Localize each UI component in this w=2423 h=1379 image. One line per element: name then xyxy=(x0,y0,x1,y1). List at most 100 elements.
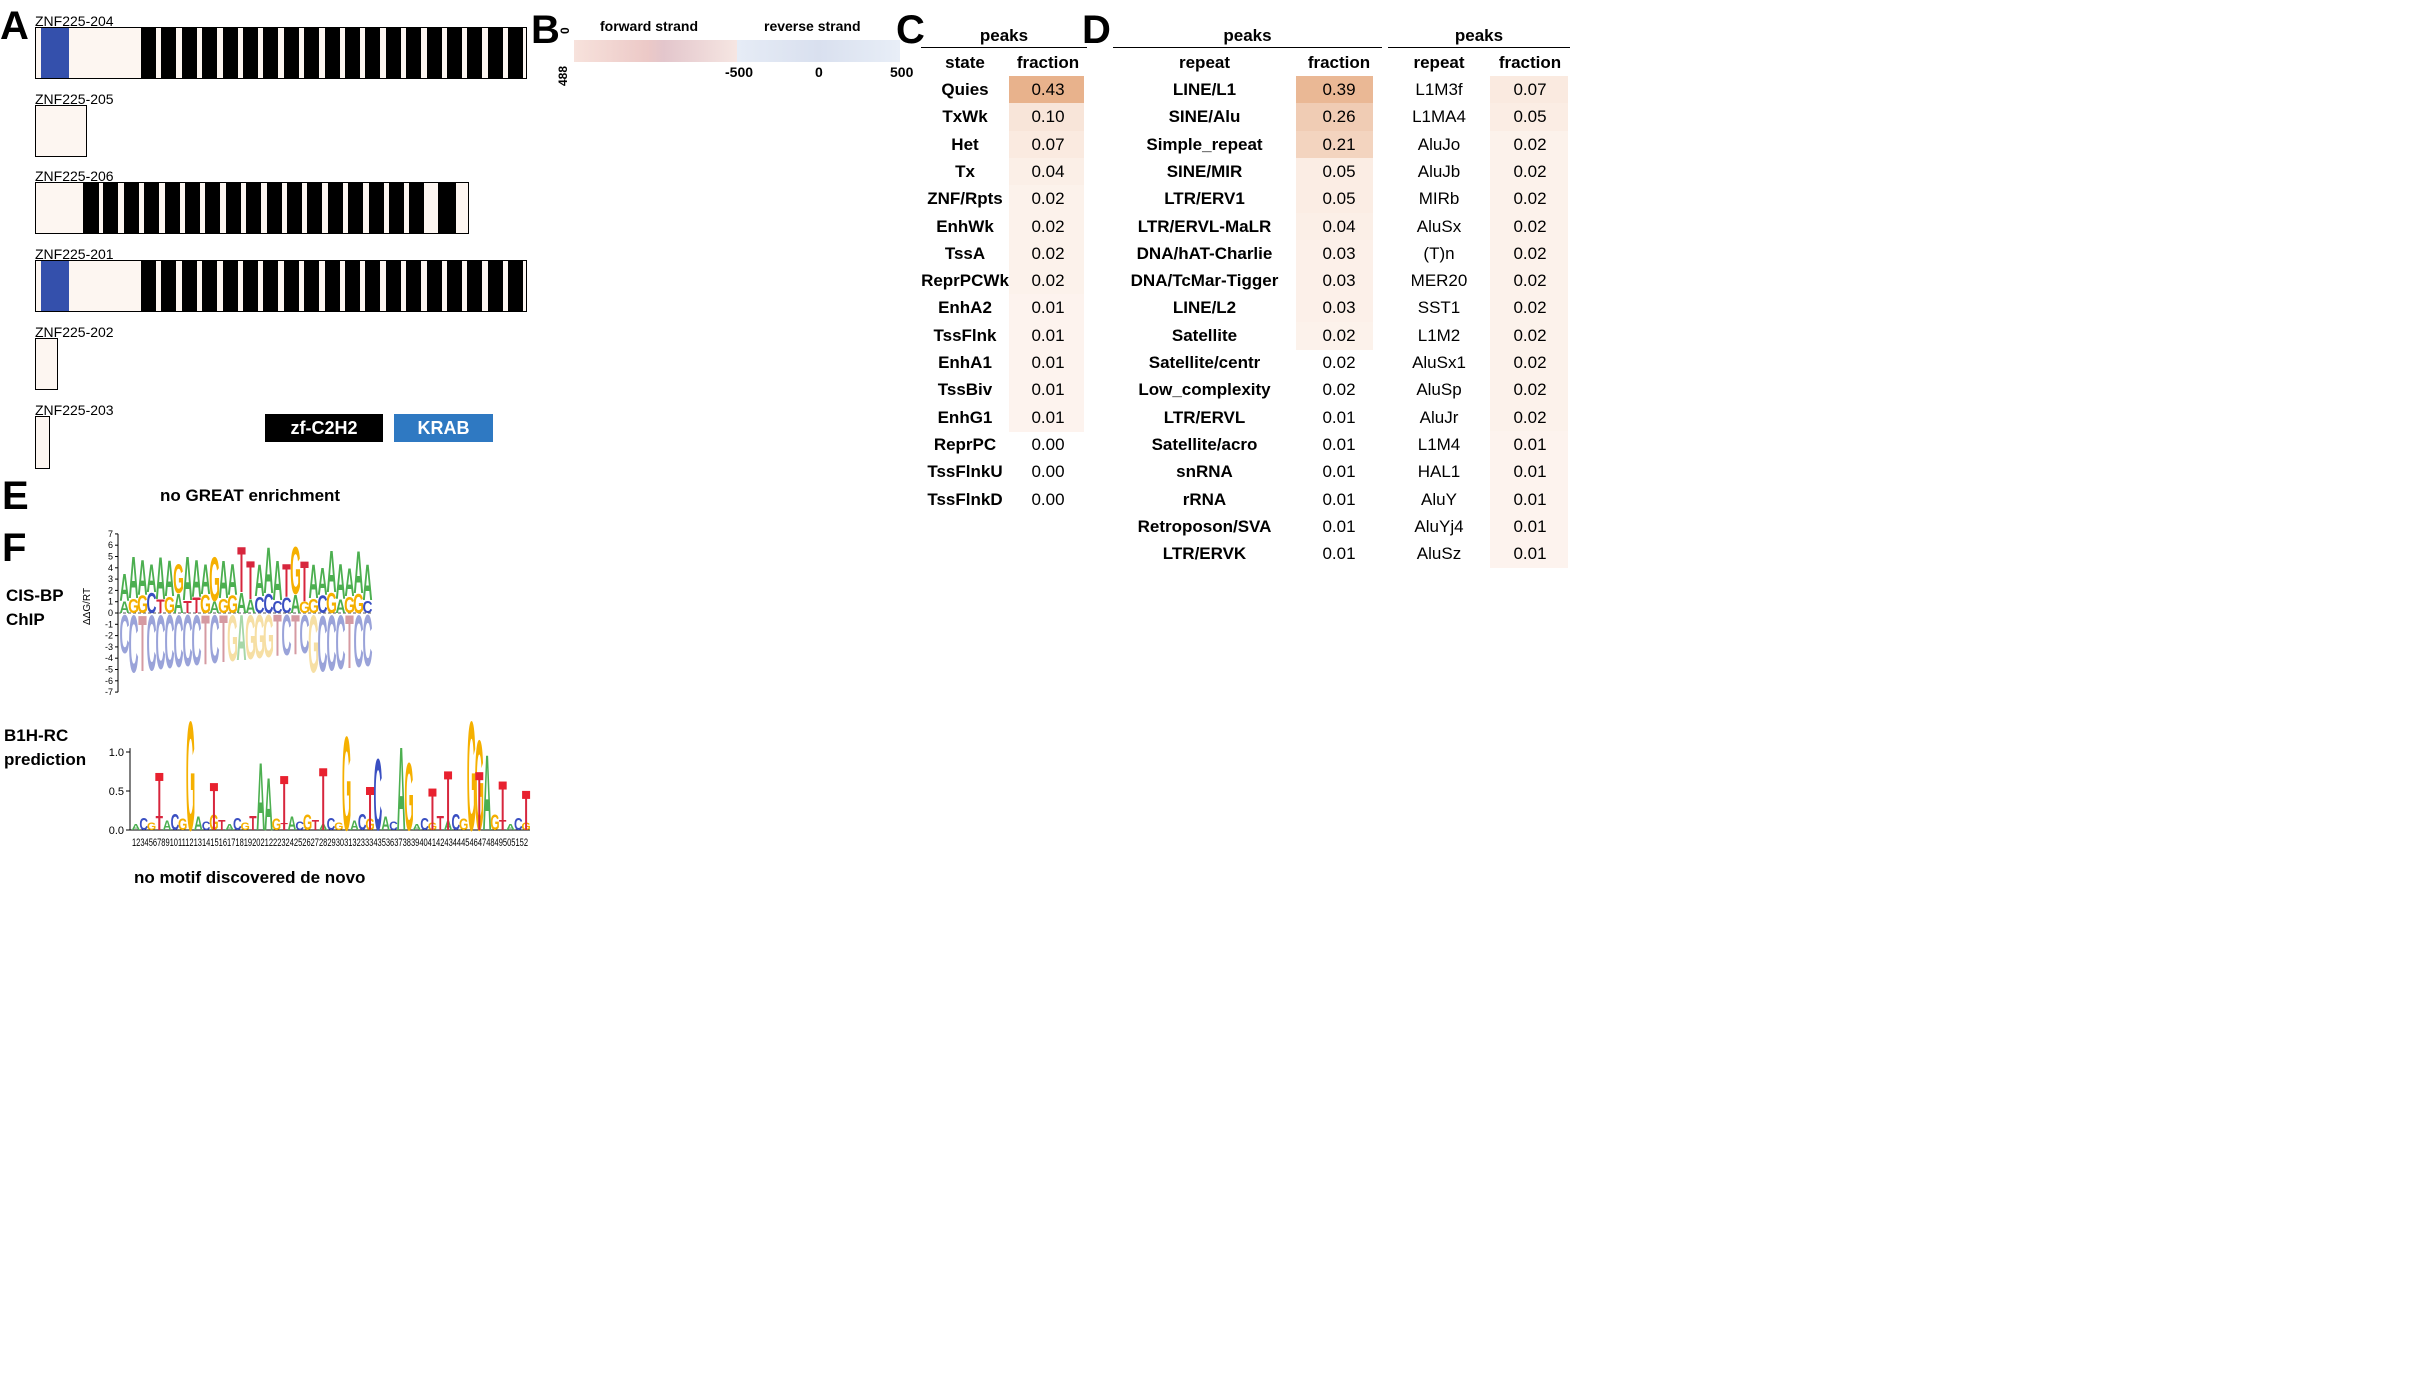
logo-letter: C xyxy=(165,600,175,685)
table-row-value: 0.01 xyxy=(1031,380,1065,400)
table-row-label: AluY xyxy=(1421,489,1457,509)
logo-letter: A xyxy=(245,596,255,618)
heat-cell xyxy=(1490,157,1568,186)
heat-cell xyxy=(1296,103,1373,132)
b1h-stem-cap xyxy=(522,790,531,799)
zf-c2h2-domain xyxy=(283,261,299,311)
logo-letter: G xyxy=(459,816,468,834)
table-row-label: EnhG1 xyxy=(937,407,993,427)
heat-cell xyxy=(1490,403,1568,432)
b1h-prediction-logo: 1.00.50.0ACGTACGGACGTACGTAAGTACGTACGGACG… xyxy=(109,710,531,850)
table-row-label: AluJo xyxy=(1417,134,1461,154)
b1h-stem-cap xyxy=(444,771,453,780)
great-enrichment-note: no GREAT enrichment xyxy=(160,486,341,505)
zf-c2h2-domain xyxy=(345,261,360,311)
b1h-ytick-label: 0.0 xyxy=(109,825,124,837)
heat-cell xyxy=(1009,130,1084,159)
zf-c2h2-domain xyxy=(324,261,340,311)
logo-letter: T xyxy=(291,603,299,666)
table-row-value: 0.10 xyxy=(1031,107,1065,127)
table-row-label: LTR/ERVL-MaLR xyxy=(1137,216,1272,236)
heat-cell xyxy=(1009,103,1084,132)
logo-letter: G xyxy=(272,816,281,834)
logo-letter: C xyxy=(202,819,211,833)
table-row-label: TssA xyxy=(944,243,986,263)
heat-cell xyxy=(1490,349,1568,377)
logo-letter: C xyxy=(281,603,291,668)
table-title: peaks xyxy=(979,26,1029,45)
logo-letter: A xyxy=(256,743,265,850)
table-row-label: L1M2 xyxy=(1417,325,1461,345)
logo-letter: A xyxy=(120,599,130,617)
logo-letter: C xyxy=(327,599,337,687)
logo-letter: G xyxy=(227,592,238,619)
logo-letter: C xyxy=(327,815,336,835)
cisbp-ytick-label: -4 xyxy=(105,653,113,663)
zf-c2h2-domain xyxy=(123,183,139,233)
logo-letter: A xyxy=(132,824,141,833)
reverse-heatmap xyxy=(737,40,900,62)
logo-letter: C xyxy=(273,598,283,617)
table-row-value: 0.02 xyxy=(1322,380,1356,400)
zf-c2h2-domain xyxy=(487,28,503,78)
logo-letter: C xyxy=(295,819,304,833)
table-row-label: LTR/ERVK xyxy=(1162,544,1247,564)
logo-letter: G xyxy=(178,816,187,834)
table-row-value: 0.05 xyxy=(1322,161,1356,181)
logo-letter: A xyxy=(335,554,345,610)
logo-letter: A xyxy=(200,555,210,603)
heat-cell xyxy=(1490,458,1568,487)
logo-letter: G xyxy=(299,599,310,617)
b1h-stem-cap xyxy=(498,781,507,790)
zf-c2h2-domain xyxy=(83,183,93,233)
logo-letter: T xyxy=(300,549,309,614)
logo-letter: T xyxy=(437,812,445,835)
logo-letter: T xyxy=(345,600,353,685)
table-row-label: Simple_repeat xyxy=(1146,134,1263,154)
logo-letter: A xyxy=(183,543,193,613)
logo-letter: G xyxy=(164,594,175,620)
heat-cell xyxy=(1490,130,1568,159)
logo-letter: T xyxy=(192,593,201,618)
logo-letter: G xyxy=(353,588,364,620)
logo-letter: A xyxy=(317,562,327,605)
table-row-value: 0.02 xyxy=(1031,271,1065,291)
table-row-label: LTR/ERVL xyxy=(1163,407,1246,427)
isoform-label: ZNF225-205 xyxy=(35,91,114,107)
logo-letter: C xyxy=(336,599,346,685)
logo-letter: T xyxy=(201,600,209,679)
table-row-label: AluSx1 xyxy=(1412,353,1466,372)
logo-letter: G xyxy=(245,601,256,673)
zf-c2h2-domain xyxy=(246,183,262,233)
table-row-label: TssBiv xyxy=(937,380,993,400)
table-row-label: AluSz xyxy=(1416,544,1462,564)
zf-c2h2-domain xyxy=(368,183,384,233)
logo-letter: T xyxy=(218,817,226,834)
logo-letter: A xyxy=(147,557,157,601)
logo-letter: C xyxy=(233,815,242,835)
logo-letter: C xyxy=(318,592,328,619)
table-row-value: 0.01 xyxy=(1031,407,1065,427)
table-row-value: 0.01 xyxy=(1513,434,1547,454)
logo-letter: T xyxy=(183,598,192,617)
table-row-value: 0.01 xyxy=(1322,489,1356,509)
logo-letter: C xyxy=(139,815,148,835)
no-motif-note: no motif discovered de novo xyxy=(134,868,366,887)
heatmap-ytick-bottom: 488 xyxy=(556,65,570,86)
cisbp-ytick-label: 1 xyxy=(108,597,113,607)
table-row-label: EnhA1 xyxy=(938,353,992,372)
panel-letter-e: E xyxy=(2,474,29,518)
heat-cell xyxy=(1296,185,1373,214)
table-row-value: 0.07 xyxy=(1031,134,1065,154)
table-row-value: 0.02 xyxy=(1513,298,1547,318)
heat-cell xyxy=(1490,485,1568,514)
logo-letter: A xyxy=(350,817,359,833)
table-row-value: 0.02 xyxy=(1513,161,1547,181)
heat-cell xyxy=(1009,267,1084,296)
cisbp-ytick-label: -2 xyxy=(105,631,113,641)
table-row-value: 0.01 xyxy=(1322,407,1356,427)
table-title: peaks xyxy=(1223,26,1272,45)
logo-letter: G xyxy=(404,743,413,850)
cisbp-ytick-label: -6 xyxy=(105,676,113,686)
zf-c2h2-domain xyxy=(389,183,404,233)
